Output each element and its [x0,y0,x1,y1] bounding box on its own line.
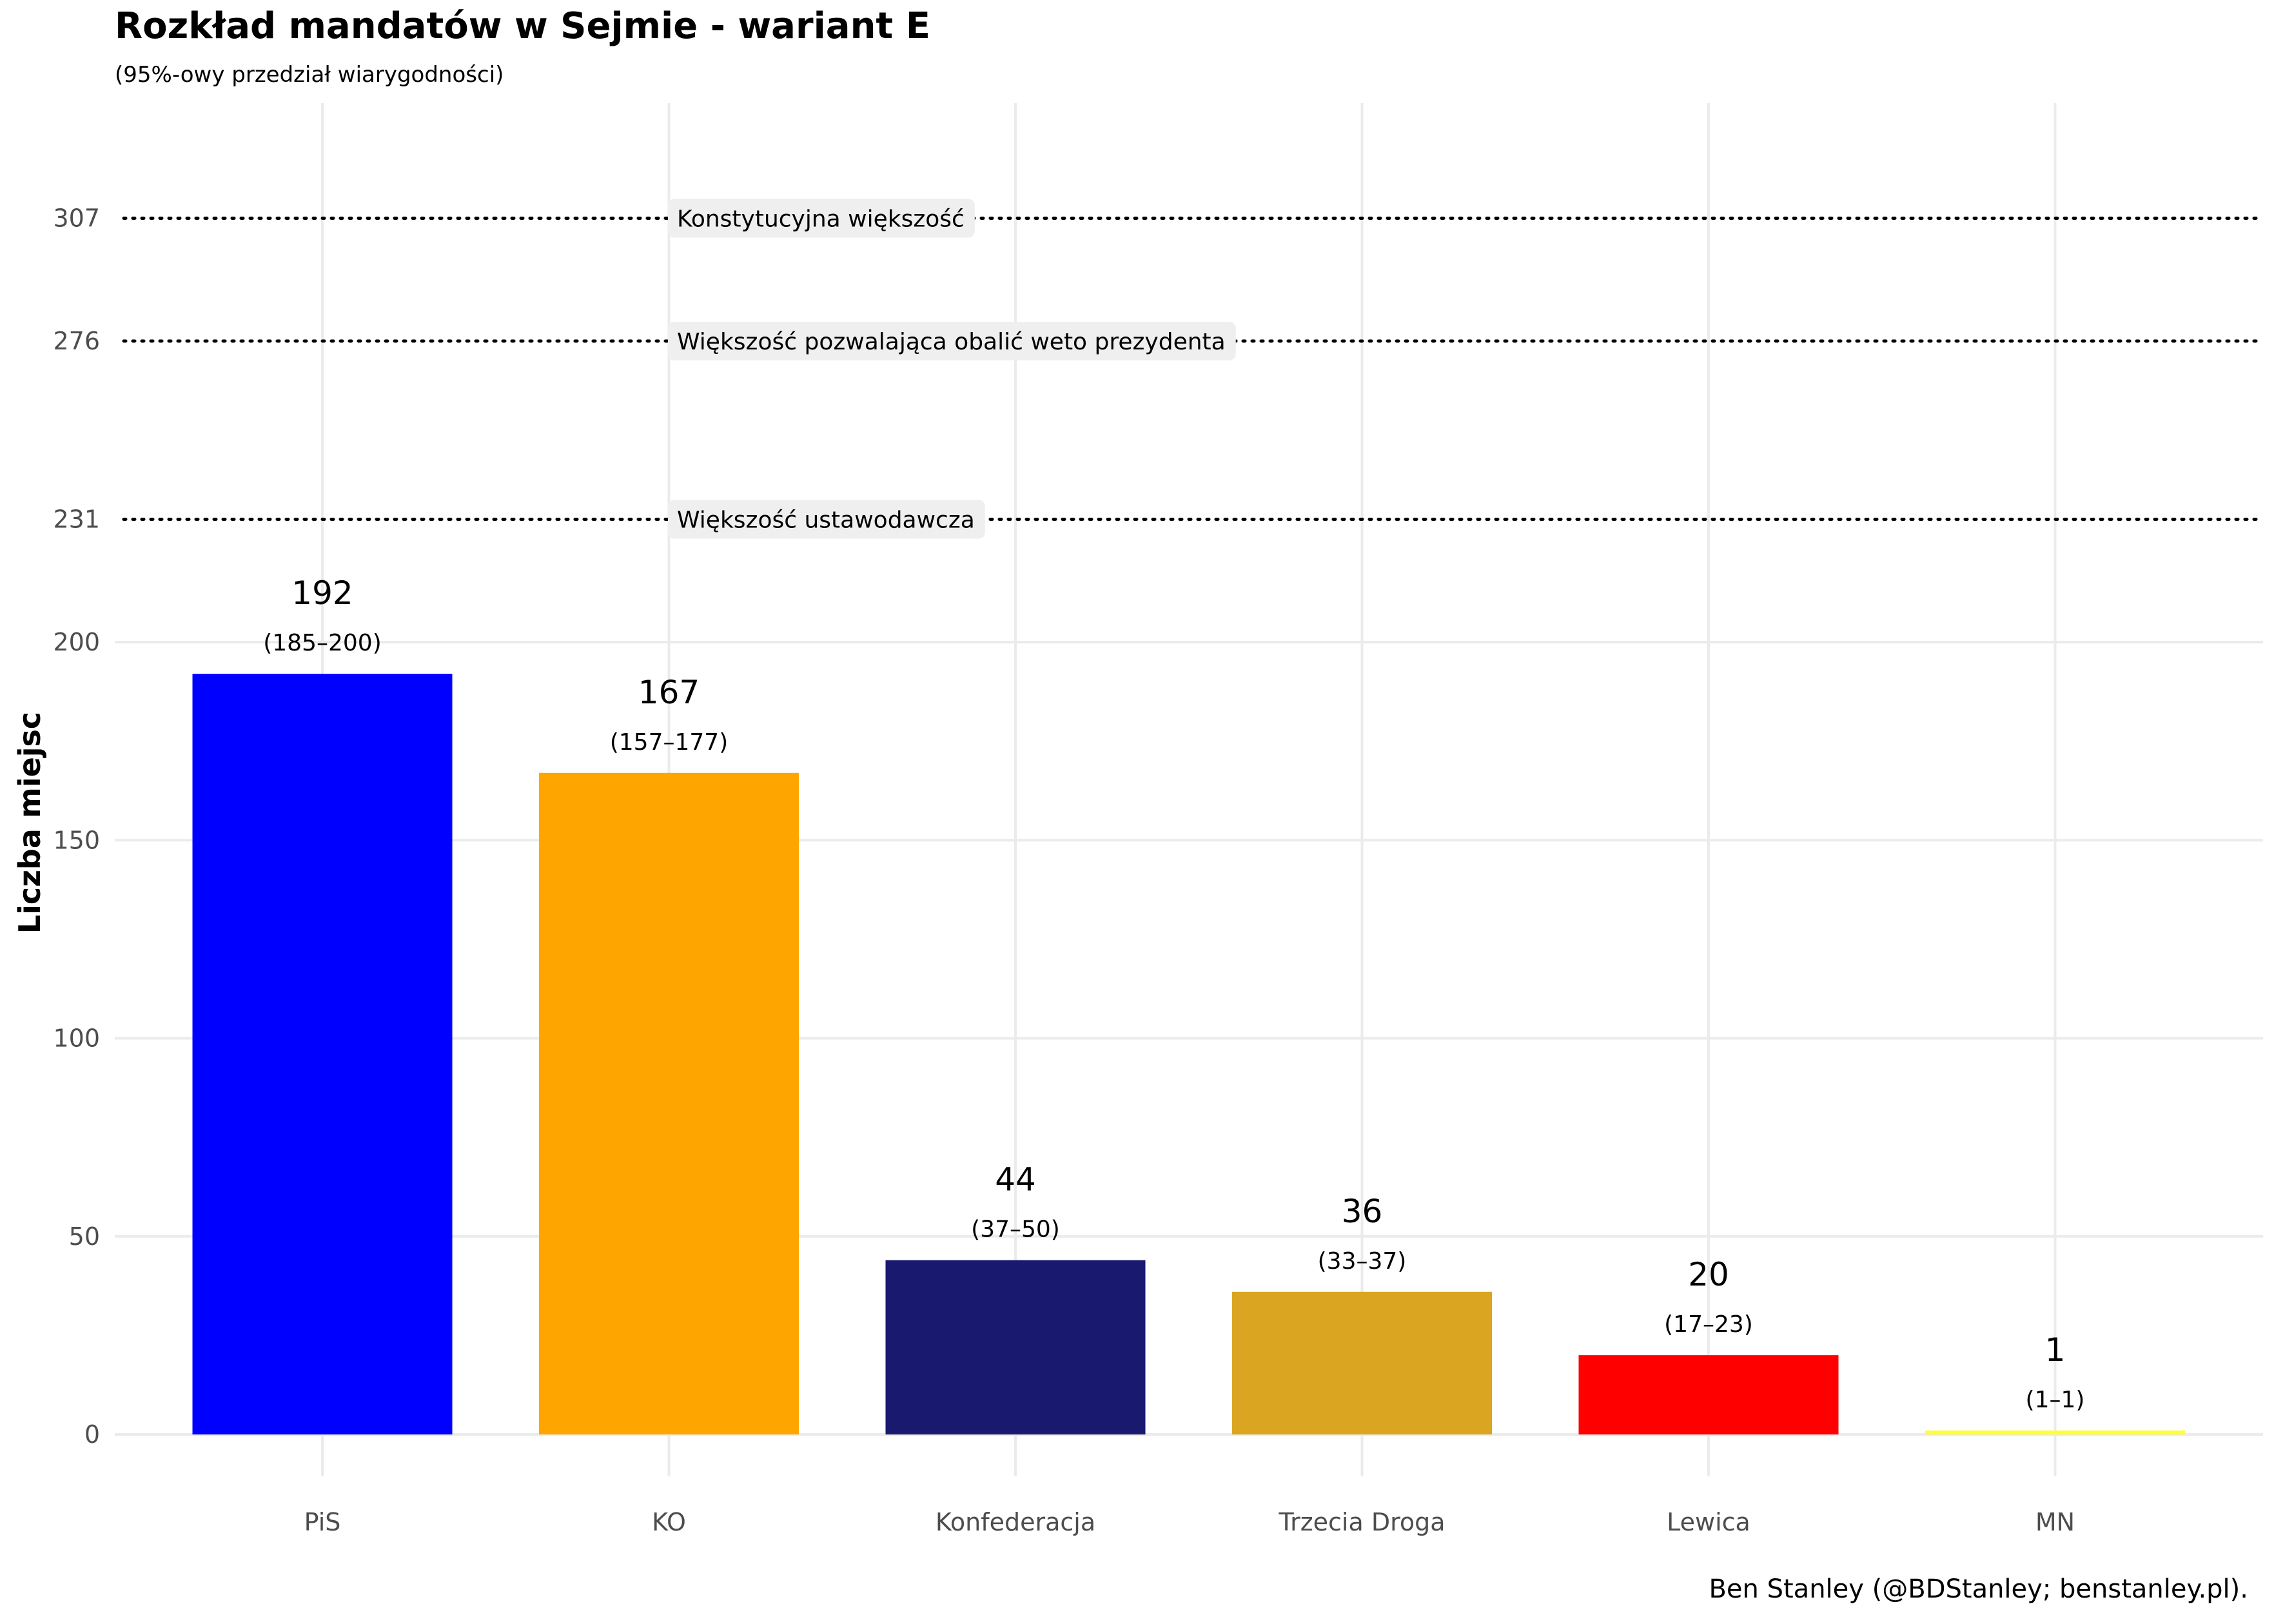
x-tick-label: PiS [304,1508,341,1536]
chart-subtitle: (95%-owy przedział wiarygodności) [115,62,504,88]
y-tick-label: 50 [69,1222,100,1251]
reference-label-box [668,321,1236,360]
y-tick-label: 150 [53,826,100,854]
x-tick-label: KO [652,1508,686,1536]
bar-value-label: 36 [1342,1193,1383,1230]
bar-interval-label: (37–50) [971,1217,1060,1243]
chart-caption: Ben Stanley (@BDStanley; benstanley.pl). [1709,1574,2248,1604]
bar-value-label: 192 [291,574,353,612]
x-tick-label: Trzecia Droga [1278,1508,1445,1536]
x-tick-label: Konfederacja [936,1508,1095,1536]
reference-label-text: Większość ustawodawcza [677,507,975,534]
bar-interval-label: (33–37) [1318,1248,1407,1275]
bar-ko [539,772,799,1434]
bar-lewica [1578,1355,1839,1434]
reference-label-box [668,500,985,539]
x-tick-label: Lewica [1667,1508,1750,1536]
chart-title: Rozkład mandatów w Sejmie - wariant E [115,5,930,47]
bar-interval-label: (17–23) [1664,1311,1753,1338]
y-tick-label: 231 [53,505,100,534]
bar-value-label: 20 [1688,1256,1729,1293]
reference-label-box [668,199,975,238]
reference-label: Większość pozwalająca obalić weto prezyd… [668,321,1236,360]
bar-mn [1925,1430,2185,1434]
reference-label-text: Większość pozwalająca obalić weto prezyd… [677,329,1226,355]
bar-konfederacja [885,1260,1146,1434]
bar-interval-label: (1–1) [2026,1387,2085,1413]
reference-label-text: Konstytucyjna większość [677,206,965,232]
y-tick-label: 276 [53,327,100,355]
reference-label: Większość ustawodawcza [668,500,985,539]
bar-value-label: 1 [2045,1331,2066,1369]
x-tick-label: MN [2035,1508,2075,1536]
y-tick-label: 0 [84,1420,100,1449]
bar-trzecia-droga [1232,1291,1492,1434]
bar-interval-label: (185–200) [263,630,382,656]
y-tick-label: 100 [53,1024,100,1053]
reference-label: Konstytucyjna większość [668,199,975,238]
y-tick-label: 307 [53,204,100,232]
y-tick-label: 200 [53,628,100,656]
bar-value-label: 44 [995,1161,1036,1198]
bar-pis [192,674,453,1434]
bar-value-label: 167 [638,674,700,711]
bar-interval-label: (157–177) [610,729,729,756]
